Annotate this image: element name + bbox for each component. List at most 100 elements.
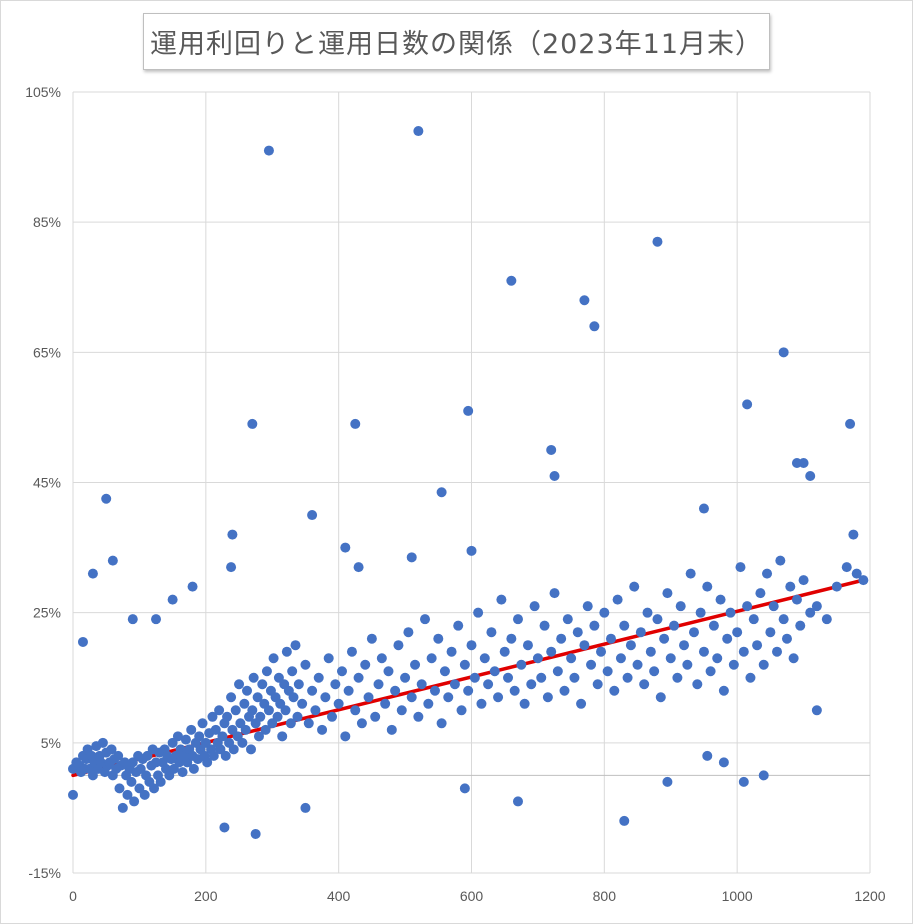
data-point bbox=[742, 399, 753, 410]
data-point bbox=[532, 653, 543, 664]
data-point bbox=[393, 640, 404, 651]
data-point bbox=[353, 562, 364, 573]
data-point bbox=[443, 692, 454, 703]
data-point bbox=[705, 666, 716, 677]
data-point bbox=[632, 659, 643, 670]
data-point bbox=[688, 627, 699, 638]
data-point bbox=[562, 614, 573, 625]
data-point bbox=[400, 672, 411, 683]
data-point bbox=[272, 711, 283, 722]
data-point bbox=[101, 493, 112, 504]
data-point bbox=[287, 666, 298, 677]
data-point bbox=[772, 646, 783, 657]
chart-title: 運用利回りと運用日数の関係（2023年11月末） bbox=[149, 29, 764, 60]
data-point bbox=[576, 698, 587, 709]
data-point bbox=[247, 418, 258, 429]
data-point bbox=[449, 679, 460, 690]
data-point bbox=[778, 347, 789, 358]
y-tick-label: 5% bbox=[41, 735, 61, 751]
data-point bbox=[559, 685, 570, 696]
data-point bbox=[516, 659, 527, 670]
data-point bbox=[556, 633, 567, 644]
data-point bbox=[433, 633, 444, 644]
data-point bbox=[848, 529, 859, 540]
data-point bbox=[752, 640, 763, 651]
y-tick-label: -15% bbox=[28, 865, 61, 881]
data-point bbox=[320, 692, 331, 703]
data-point bbox=[625, 640, 636, 651]
data-point bbox=[742, 601, 753, 612]
data-point bbox=[107, 555, 118, 566]
data-point bbox=[248, 672, 259, 683]
data-point bbox=[679, 640, 690, 651]
data-point bbox=[463, 405, 474, 416]
data-point bbox=[252, 692, 263, 703]
data-point bbox=[263, 705, 274, 716]
data-point bbox=[469, 672, 480, 683]
data-point bbox=[821, 614, 832, 625]
data-point bbox=[261, 666, 272, 677]
data-point bbox=[197, 718, 208, 729]
data-point bbox=[446, 646, 457, 657]
data-point bbox=[629, 581, 640, 592]
data-point bbox=[662, 776, 673, 787]
data-point bbox=[333, 698, 344, 709]
data-point bbox=[250, 828, 261, 839]
data-point bbox=[413, 126, 424, 137]
data-point bbox=[845, 418, 856, 429]
data-point bbox=[685, 568, 696, 579]
data-point bbox=[795, 620, 806, 631]
data-point bbox=[290, 640, 301, 651]
data-point bbox=[493, 692, 504, 703]
data-point bbox=[277, 731, 288, 742]
data-point bbox=[698, 646, 709, 657]
data-point bbox=[582, 601, 593, 612]
data-point bbox=[785, 581, 796, 592]
data-point bbox=[360, 659, 371, 670]
data-point bbox=[373, 679, 384, 690]
data-point bbox=[350, 418, 361, 429]
data-point bbox=[280, 705, 291, 716]
data-point bbox=[68, 789, 78, 800]
data-point bbox=[735, 562, 746, 573]
data-point bbox=[226, 562, 237, 573]
data-point bbox=[370, 711, 381, 722]
x-tick-label: 400 bbox=[327, 888, 351, 904]
data-point bbox=[281, 646, 292, 657]
data-point bbox=[738, 646, 749, 657]
data-point bbox=[715, 594, 726, 605]
data-point bbox=[669, 620, 680, 631]
data-point bbox=[177, 767, 188, 778]
data-point bbox=[307, 510, 318, 521]
data-point bbox=[403, 627, 414, 638]
data-point bbox=[410, 659, 421, 670]
data-point bbox=[788, 653, 799, 664]
data-point bbox=[546, 646, 557, 657]
data-point bbox=[755, 588, 766, 599]
data-point bbox=[245, 744, 256, 755]
data-point bbox=[526, 679, 537, 690]
data-point bbox=[479, 653, 490, 664]
data-point bbox=[586, 659, 597, 670]
data-point bbox=[202, 757, 213, 768]
data-point bbox=[486, 627, 497, 638]
data-point bbox=[675, 601, 686, 612]
data-point bbox=[546, 444, 557, 455]
data-point bbox=[336, 666, 347, 677]
data-point bbox=[139, 789, 150, 800]
data-point bbox=[303, 718, 314, 729]
data-point bbox=[386, 724, 397, 735]
data-point bbox=[645, 646, 656, 657]
data-point bbox=[208, 750, 219, 761]
x-tick-label: 600 bbox=[460, 888, 484, 904]
data-point bbox=[330, 679, 341, 690]
data-point bbox=[778, 614, 789, 625]
data-point bbox=[512, 614, 523, 625]
data-point bbox=[406, 552, 417, 563]
data-point bbox=[698, 503, 709, 514]
data-point bbox=[285, 718, 296, 729]
data-point bbox=[106, 744, 117, 755]
data-point bbox=[725, 607, 736, 618]
data-point bbox=[659, 633, 670, 644]
data-point bbox=[313, 672, 324, 683]
